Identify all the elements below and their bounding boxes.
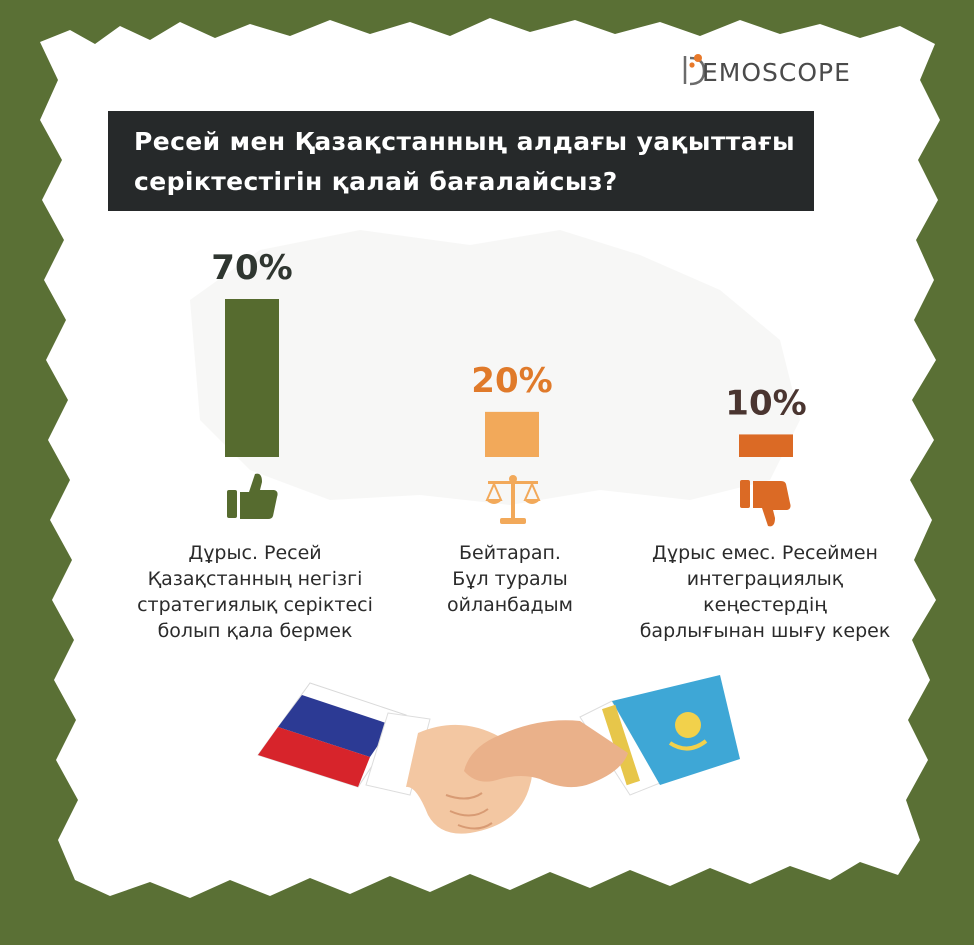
- right-hand: [464, 720, 628, 788]
- category-label-neutral: Бейтарап. Бұл туралы ойланбадым: [415, 540, 605, 618]
- bar-2: [485, 411, 539, 457]
- category-label-no: Дұрыс емес. Ресеймен интеграциялық кеңес…: [625, 540, 905, 644]
- handshake-illustration: [257, 675, 740, 834]
- page-title-line-2: серіктестігін қалай бағалайсыз?: [134, 167, 618, 196]
- category-label-line: Дұрыс емес. Ресеймен: [652, 542, 878, 564]
- russian-flag-cuff: [257, 682, 431, 796]
- category-label-line: барлығынан шығу керек: [639, 620, 891, 642]
- category-label-line: кеңестердің: [703, 594, 827, 616]
- category-label-line: интеграциялық: [686, 568, 844, 590]
- demoscope-logo: EMOSCOPE: [682, 52, 882, 92]
- bar-3: [739, 434, 793, 457]
- scales-icon: [485, 475, 541, 524]
- category-label-line: ойланбадым: [446, 594, 573, 616]
- value-label-2: 20%: [471, 361, 552, 401]
- value-label-3: 10%: [725, 383, 806, 423]
- category-label-line: Қазақстанның негізгі: [147, 568, 363, 590]
- logo-text: EMOSCOPE: [702, 58, 851, 87]
- category-label-line: Бұл туралы: [452, 568, 568, 590]
- category-label-line: болып қала бермек: [157, 620, 353, 642]
- logo-mark-icon: [683, 54, 706, 86]
- category-label-yes: Дұрыс. Ресей Қазақстанның негізгі страте…: [120, 540, 390, 644]
- category-label-line: стратегиялық серіктесі: [137, 594, 373, 616]
- thumbs-down-icon: [740, 480, 791, 527]
- value-label-1: 70%: [211, 248, 292, 288]
- thumbs-up-icon: [227, 473, 278, 519]
- title-box: Ресей мен Қазақстанның алдағы уақыттағы …: [108, 111, 814, 211]
- bar-1: [225, 299, 279, 457]
- category-label-line: Бейтарап.: [459, 542, 561, 564]
- page-title-line-1: Ресей мен Қазақстанның алдағы уақыттағы: [134, 127, 795, 156]
- category-label-line: Дұрыс. Ресей: [188, 542, 322, 564]
